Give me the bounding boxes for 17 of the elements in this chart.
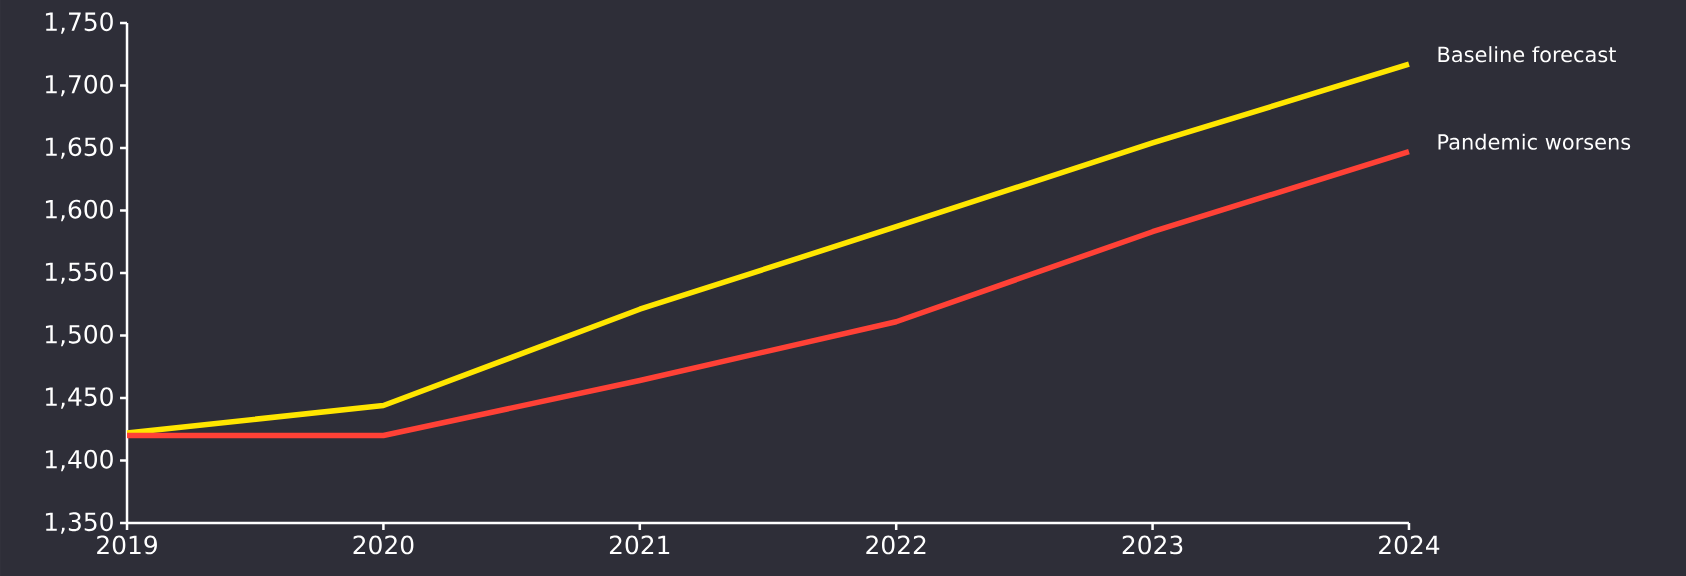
series-label: Pandemic worsens — [1438, 133, 1631, 150]
x-tick-label: 2020 — [353, 535, 414, 555]
y-tick-label: 1,500 — [45, 324, 113, 347]
x-tick-label: 2023 — [1122, 535, 1183, 555]
y-tick-label: 1,450 — [45, 387, 113, 409]
y-tick-label: 1,400 — [45, 449, 113, 472]
y-tick-label: 1,750 — [45, 12, 113, 34]
series-label: Baseline forecast — [1438, 46, 1616, 63]
y-tick-label: 1,550 — [45, 262, 113, 284]
y-tick-label: 1,700 — [45, 74, 113, 97]
y-tick-label: 1,350 — [45, 512, 113, 534]
y-tick-label: 1,650 — [45, 137, 113, 159]
y-tick-label: 1,600 — [45, 199, 113, 222]
x-tick-label: 2022 — [866, 535, 926, 555]
x-tick-label: 2019 — [97, 535, 157, 555]
x-tick-label: 2024 — [1379, 535, 1440, 555]
x-tick-label: 2021 — [609, 535, 670, 555]
